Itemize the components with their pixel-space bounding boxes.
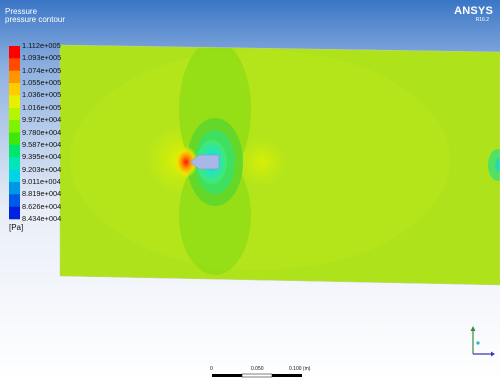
legend-tick-label: 9.587e+004 — [22, 139, 62, 149]
legend-color-swatch — [9, 46, 20, 59]
contour-subtitle: pressure contour — [5, 15, 66, 24]
legend-tick-label: 9.780e+004 — [22, 127, 62, 137]
legend-tick-label: 9.972e+004 — [22, 115, 62, 125]
legend-color-swatch — [9, 95, 20, 109]
legend-tick-label: 1.112e+005 — [22, 41, 61, 50]
legend-color-swatch — [9, 70, 20, 84]
axis-triad — [470, 326, 495, 357]
legend-color-swatch — [9, 83, 20, 96]
ansys-version: R16.2 — [475, 17, 489, 23]
scale-label-0: 0 — [210, 366, 213, 372]
legend-tick-label: 9.203e+004 — [22, 164, 62, 174]
legend-colorbar — [9, 46, 20, 220]
legend-tick-label: 8.434e+004 — [22, 214, 62, 223]
immersed-body — [189, 154, 220, 170]
legend-color-swatch — [9, 132, 20, 146]
ansys-logo: ANSYS — [454, 5, 493, 17]
legend-color-swatch — [9, 120, 20, 133]
legend-tick-label: 9.395e+004 — [22, 152, 62, 162]
legend-tick-label: 1.074e+005 — [22, 65, 62, 75]
legend-color-swatch — [9, 206, 20, 220]
contour-title: Pressure — [5, 7, 38, 16]
legend-tick-label: 1.093e+005 — [22, 53, 62, 63]
legend-units: [Pa] — [9, 223, 24, 232]
contour-domain — [60, 45, 500, 285]
legend-tick-label: 1.055e+005 — [22, 78, 62, 88]
legend-color-swatch — [9, 144, 20, 158]
legend-tick-label: 1.016e+005 — [22, 102, 62, 112]
scale-label-100: 0.100 (m) — [289, 366, 311, 372]
legend-tick-label: 9.011e+004 — [22, 176, 61, 186]
legend-color-swatch — [9, 58, 20, 72]
legend-color-swatch — [9, 107, 20, 121]
legend-color-swatch — [9, 169, 20, 183]
legend-tick-label: 8.626e+004 — [22, 201, 62, 211]
legend-tick-label: 1.036e+005 — [22, 90, 62, 100]
legend-color-swatch — [9, 181, 20, 195]
legend-color-swatch — [9, 194, 20, 207]
legend-color-swatch — [9, 157, 20, 170]
legend-tick-label: 8.819e+004 — [22, 189, 62, 199]
scale-label-050: 0.050 — [251, 366, 264, 372]
scale-bar — [212, 373, 302, 378]
